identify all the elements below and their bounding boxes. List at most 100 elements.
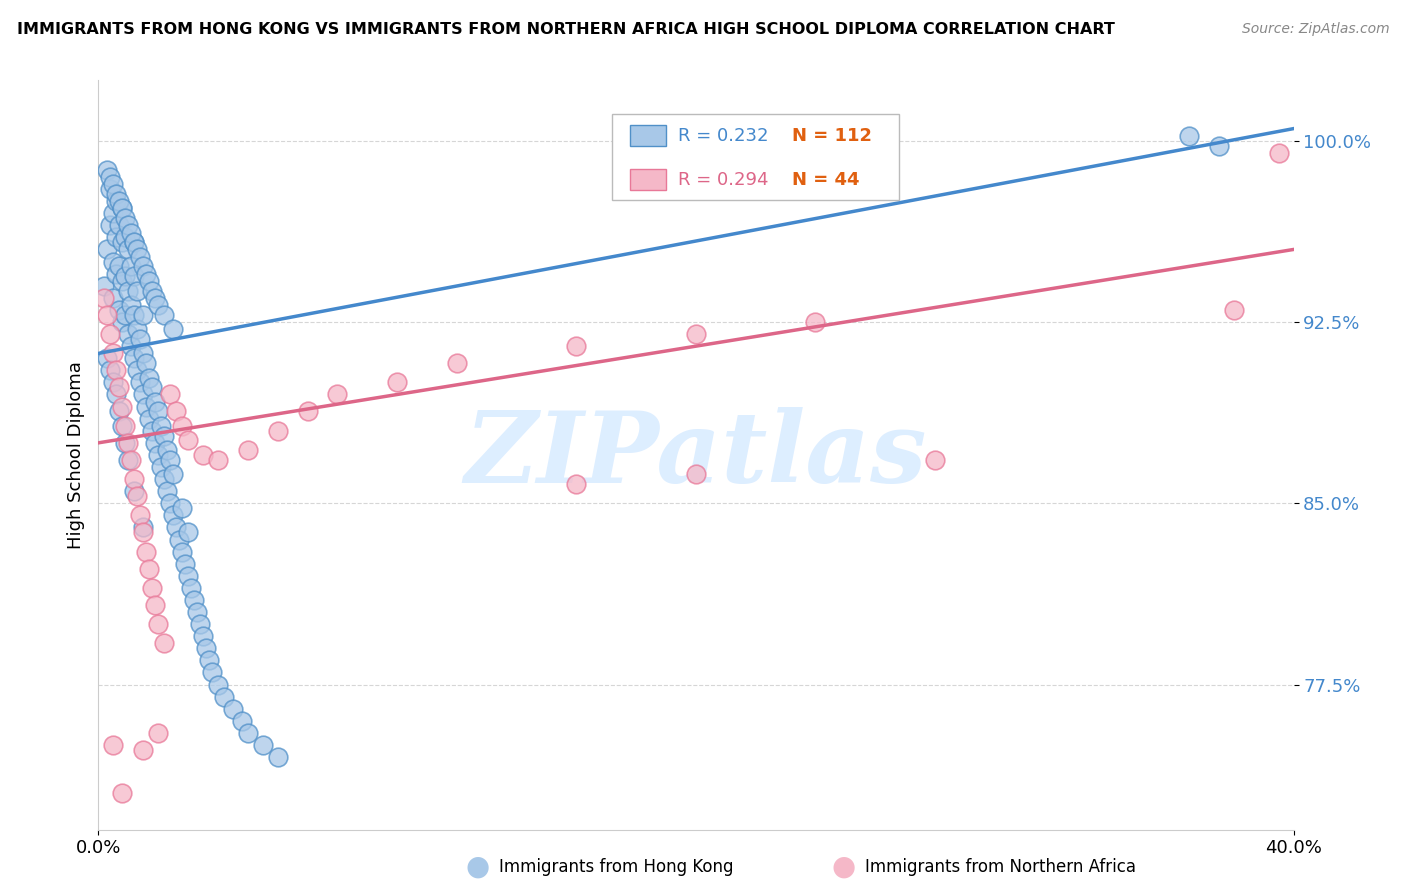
Point <box>156 443 179 458</box>
Point <box>326 387 349 401</box>
Point <box>120 260 142 274</box>
Point <box>162 508 184 523</box>
Point <box>172 544 194 558</box>
Point <box>127 363 149 377</box>
Text: Source: ZipAtlas.com: Source: ZipAtlas.com <box>1241 22 1389 37</box>
Point <box>143 598 166 612</box>
Y-axis label: High School Diploma: High School Diploma <box>66 361 84 549</box>
Point <box>153 636 176 650</box>
Point <box>103 738 125 752</box>
Point <box>124 484 146 499</box>
Point <box>198 653 221 667</box>
Point <box>156 484 179 499</box>
Point <box>177 525 200 540</box>
Point <box>153 428 176 442</box>
Point <box>685 327 707 342</box>
Point <box>117 452 139 467</box>
Point <box>138 370 160 384</box>
Point <box>103 291 125 305</box>
Point <box>165 404 187 418</box>
Bar <box>630 125 666 146</box>
Point <box>103 346 125 360</box>
Point <box>108 260 131 274</box>
Point <box>124 351 146 366</box>
Point <box>135 400 157 414</box>
Point <box>153 472 176 486</box>
Point <box>446 356 468 370</box>
Point <box>150 418 173 433</box>
Point <box>103 254 125 268</box>
Point <box>105 230 128 244</box>
Point <box>117 243 139 257</box>
Point <box>148 404 170 418</box>
Point <box>141 424 163 438</box>
Point <box>96 162 118 177</box>
Point <box>167 533 190 547</box>
Point <box>1223 302 1246 317</box>
Point <box>207 452 229 467</box>
Point <box>103 376 125 390</box>
Point <box>105 363 128 377</box>
Point <box>222 702 245 716</box>
FancyBboxPatch shape <box>613 114 900 200</box>
Point <box>98 363 122 377</box>
Point <box>105 194 128 208</box>
Point <box>267 424 290 438</box>
Point <box>98 219 122 233</box>
Point <box>96 308 118 322</box>
Point <box>236 726 259 740</box>
Point <box>252 738 274 752</box>
Point <box>105 186 128 201</box>
Point <box>172 501 194 516</box>
Point <box>117 284 139 298</box>
Point <box>132 260 155 274</box>
Point <box>180 581 202 595</box>
Text: ●: ● <box>465 853 491 881</box>
Point <box>165 520 187 534</box>
Point <box>804 315 827 329</box>
Point <box>132 520 155 534</box>
Point <box>111 400 134 414</box>
Point <box>191 448 214 462</box>
Point <box>565 339 588 353</box>
Point <box>135 356 157 370</box>
Point <box>114 435 136 450</box>
Point <box>111 418 134 433</box>
Point <box>132 525 155 540</box>
Point <box>108 194 131 208</box>
Point <box>162 467 184 482</box>
Point <box>195 641 218 656</box>
Text: R = 0.232: R = 0.232 <box>678 127 769 145</box>
Point <box>188 617 211 632</box>
Point <box>124 472 146 486</box>
Point <box>127 284 149 298</box>
Point <box>150 460 173 475</box>
Point <box>114 418 136 433</box>
Point <box>98 182 122 196</box>
Point <box>297 404 319 418</box>
Text: ●: ● <box>831 853 856 881</box>
Point <box>267 750 290 764</box>
Text: N = 44: N = 44 <box>792 171 859 189</box>
Point <box>148 726 170 740</box>
Point <box>159 452 181 467</box>
Point <box>114 230 136 244</box>
Point <box>565 477 588 491</box>
Point <box>108 219 131 233</box>
Point <box>103 178 125 192</box>
Point <box>159 496 181 510</box>
Point <box>93 278 115 293</box>
Text: R = 0.294: R = 0.294 <box>678 171 769 189</box>
Point <box>129 250 152 264</box>
Point <box>186 605 208 619</box>
Point <box>148 617 170 632</box>
Point <box>177 568 200 582</box>
Point <box>127 489 149 503</box>
Point <box>114 211 136 225</box>
Point <box>141 284 163 298</box>
Point <box>141 581 163 595</box>
Point <box>117 435 139 450</box>
Point <box>924 452 946 467</box>
Point <box>132 387 155 401</box>
Point <box>174 557 197 571</box>
